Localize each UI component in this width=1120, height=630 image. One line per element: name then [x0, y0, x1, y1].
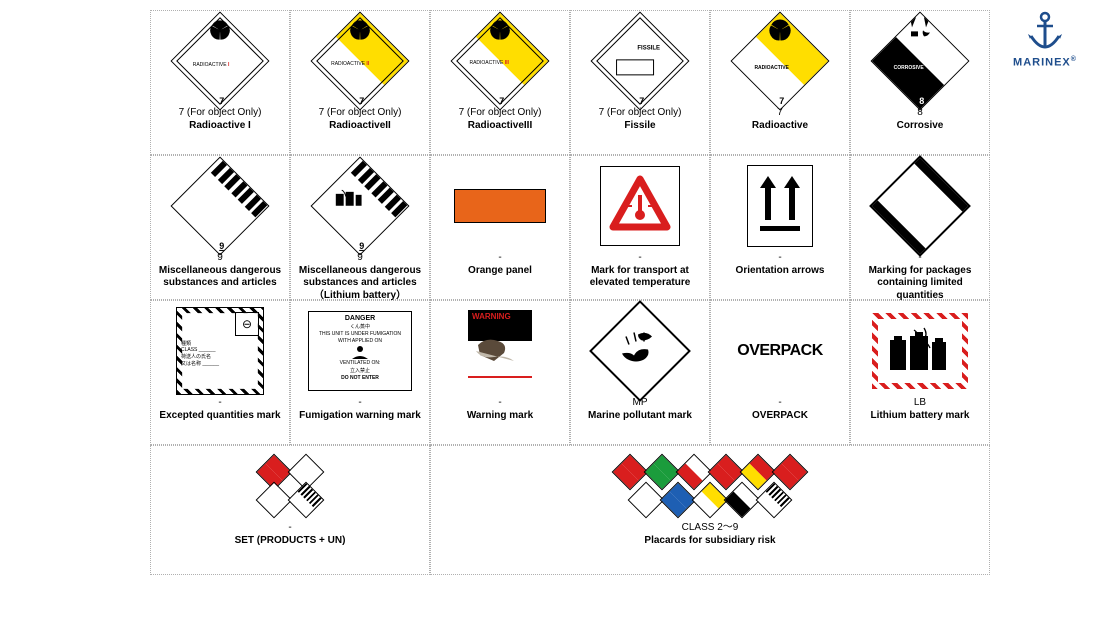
radioactive-1-placard: RADIOACTIVE I 7 — [171, 12, 270, 111]
cell-radioactive-3: RADIOACTIVE III 7 7 (For object Only)Rad… — [430, 10, 570, 155]
class9-lithium-placard: 9 — [311, 157, 410, 256]
cell-radioactive: RADIOACTIVE 7 7Radioactive — [710, 10, 850, 155]
cell-orientation-arrows: -Orientation arrows — [710, 155, 850, 300]
page: MARINEX® RADIOACTIVE I 7 — [0, 0, 1120, 630]
cell-fumigation: DANGER くん蒸中 THIS UNIT IS UNDER FUMIGATIO… — [290, 300, 430, 445]
elevated-temp-icon — [600, 166, 680, 246]
cell-lithium-battery-mark: LBLithium battery mark — [850, 300, 990, 445]
marine-pollutant-icon — [589, 300, 691, 402]
cell-marine-pollutant: MPMarine pollutant mark — [570, 300, 710, 445]
overpack-icon: OVERPACK — [737, 342, 823, 360]
cell-warning-mark: WARNING -Warning mark — [430, 300, 570, 445]
cell-corrosive: CORROSIVE 8 8Corrosive — [850, 10, 990, 155]
row-2: 9 9Miscellaneous dangerous substances an… — [150, 155, 990, 300]
cell-radioactive-2: RADIOACTIVE II 7 7 (For object Only)Radi… — [290, 10, 430, 155]
hazmat-grid: RADIOACTIVE I 7 7 (For object Only)Radio… — [150, 10, 990, 575]
brand-logo: MARINEX® — [1000, 10, 1090, 69]
cell-excepted-qty: ⊖ 種類CLASS ______荷送人の氏名又は名称 ______ -Excep… — [150, 300, 290, 445]
cell-fissile: FISSILE 7 7 (For object Only)Fissile — [570, 10, 710, 155]
radioactive-3-placard: RADIOACTIVE III 7 — [451, 12, 550, 111]
excepted-qty-icon: ⊖ 種類CLASS ______荷送人の氏名又は名称 ______ — [176, 307, 264, 395]
cell-class9-lithium: 9 9Miscellaneous dangerous substances an… — [290, 155, 430, 300]
row-1: RADIOACTIVE I 7 7 (For object Only)Radio… — [150, 10, 990, 155]
row-3: ⊖ 種類CLASS ______荷送人の氏名又は名称 ______ -Excep… — [150, 300, 990, 445]
anchor-icon — [1025, 10, 1065, 54]
cell-limited-qty: -Marking for packages containing limited… — [850, 155, 990, 300]
cell-elevated-temp: -Mark for transport at elevated temperat… — [570, 155, 710, 300]
fissile-placard: FISSILE 7 — [591, 12, 690, 111]
orientation-arrows-icon — [747, 165, 813, 247]
cell-orange-panel: -Orange panel — [430, 155, 570, 300]
cell-radioactive-1: RADIOACTIVE I 7 7 (For object Only)Radio… — [150, 10, 290, 155]
cell-subsidiary-risk: CLASS 2〜9Placards for subsidiary risk — [430, 445, 990, 575]
subsidiary-risk-icon — [617, 459, 803, 513]
corrosive-placard: CORROSIVE 8 — [871, 12, 970, 111]
radioactive-2-placard: RADIOACTIVE II 7 — [311, 12, 410, 111]
cell-class9: 9 9Miscellaneous dangerous substances an… — [150, 155, 290, 300]
orange-panel-icon — [454, 189, 546, 223]
lithium-battery-icon — [872, 313, 968, 389]
row-4: -SET (PRODUCTS + UN) — [150, 445, 990, 575]
warning-mark-icon: WARNING — [468, 310, 532, 392]
cell-set-products: -SET (PRODUCTS + UN) — [150, 445, 430, 575]
brand-name: MARINEX® — [1000, 56, 1090, 69]
fumigation-icon: DANGER くん蒸中 THIS UNIT IS UNDER FUMIGATIO… — [308, 311, 412, 391]
radioactive-placard: RADIOACTIVE 7 — [731, 12, 830, 111]
cell-overpack: OVERPACK -OVERPACK — [710, 300, 850, 445]
set-products-icon — [261, 459, 319, 513]
limited-qty-icon — [869, 155, 971, 257]
class9-placard: 9 — [171, 157, 270, 256]
